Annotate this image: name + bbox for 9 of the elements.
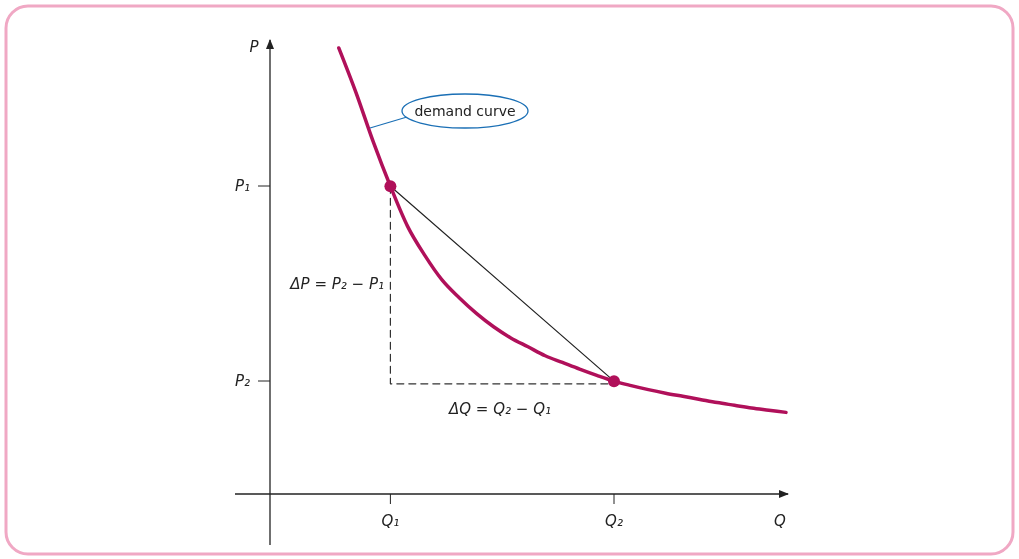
text: P₁ — [234, 177, 250, 195]
y-axis-title: P — [249, 38, 260, 56]
annotation: ΔQ = Q₂ − Q₁ — [448, 400, 551, 418]
text: P₂ — [234, 372, 250, 390]
x-tick-label: Q₁ — [381, 512, 400, 530]
annotation: demand curve — [414, 103, 516, 119]
x-tick-label: Q₂ — [605, 512, 623, 530]
x-axis-title: Q — [774, 512, 787, 530]
annotation: ΔP = P₂ − P₁ — [289, 275, 384, 293]
